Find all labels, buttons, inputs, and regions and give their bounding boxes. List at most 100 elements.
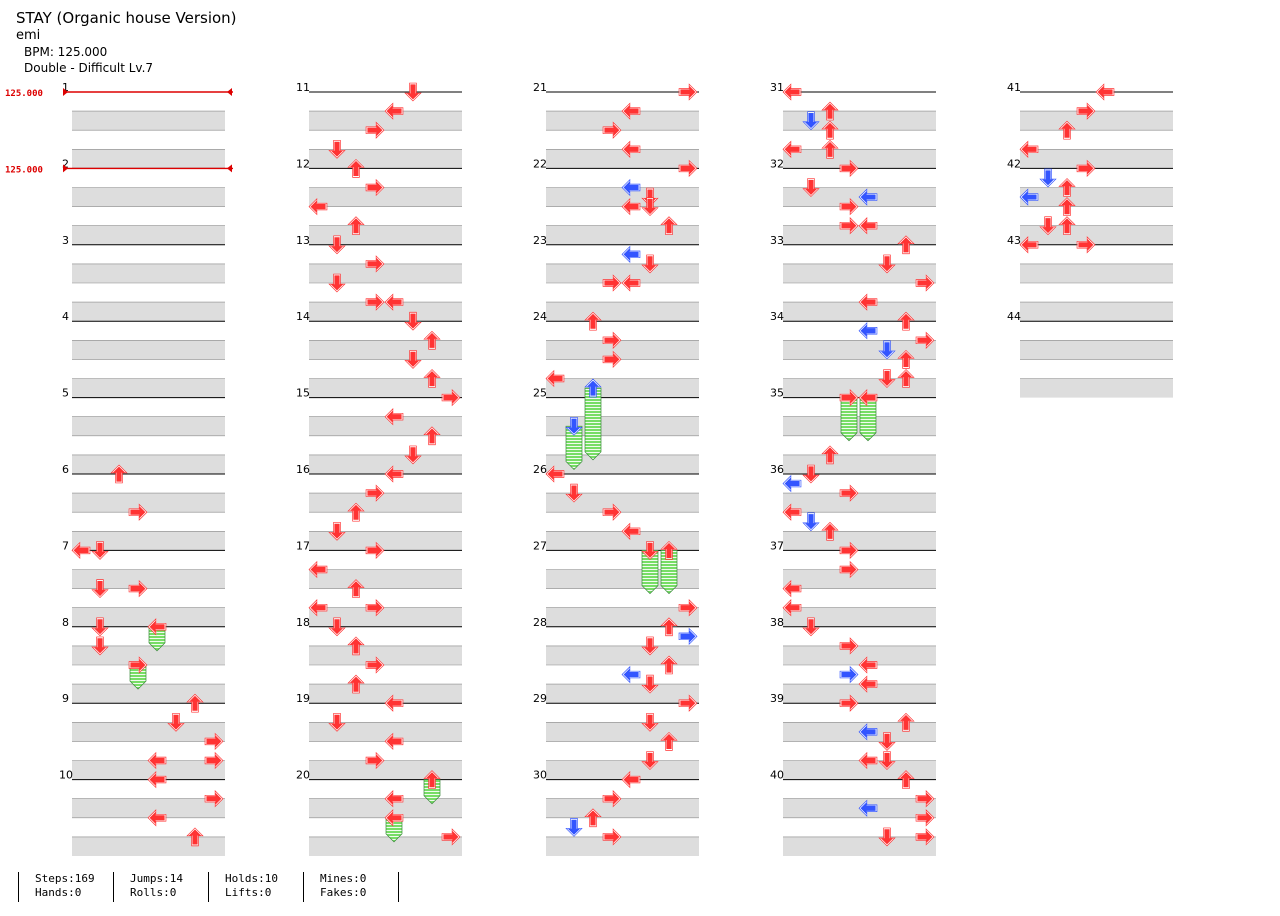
- arrow-up-icon: [347, 158, 365, 178]
- arrow-outline: [128, 656, 148, 674]
- measure-24: 24: [533, 310, 699, 398]
- stat-value: Holds:10: [225, 872, 278, 885]
- beat-stripe: [309, 531, 462, 551]
- notes-measure-36: [782, 464, 859, 541]
- arrow-right-icon: [128, 579, 148, 598]
- arrow-outline: [347, 502, 365, 522]
- arrow-up-icon: [821, 521, 839, 541]
- arrow-outline: [782, 474, 802, 493]
- arrow-left-icon: [782, 83, 802, 101]
- arrow-outline: [858, 656, 878, 674]
- arrow-outline: [204, 751, 224, 770]
- measure-1: 1: [62, 81, 225, 169]
- beat-stripe: [1020, 111, 1173, 131]
- notes-measure-10: [147, 770, 224, 847]
- arrow-right-icon: [602, 828, 622, 846]
- arrow-up-icon: [660, 731, 678, 751]
- arrow-shape: [859, 322, 877, 339]
- notes-measure-24: [545, 311, 622, 388]
- measure-number: 28: [533, 616, 547, 629]
- beat-stripe: [72, 798, 225, 818]
- arrow-down-icon: [641, 674, 659, 694]
- arrow-down-icon: [641, 751, 659, 770]
- arrow-outline: [365, 121, 385, 139]
- arrow-up-icon: [347, 636, 365, 656]
- arrow-up-icon: [584, 808, 602, 828]
- arrow-outline: [91, 617, 109, 637]
- arrow-up-icon: [423, 770, 441, 789]
- notes-measure-39: [839, 694, 915, 770]
- arrow-outline: [782, 599, 802, 617]
- arrow-outline: [565, 483, 583, 503]
- measure-25: 25: [533, 387, 699, 474]
- measure-number: 23: [533, 234, 547, 247]
- notes-measure-35: [821, 388, 878, 465]
- arrow-outline: [545, 369, 565, 388]
- arrow-down-icon: [878, 732, 896, 751]
- measure-number: 2: [62, 157, 69, 170]
- arrow-outline: [404, 82, 422, 102]
- arrow-right-icon: [441, 388, 461, 407]
- measure-number: 1: [62, 81, 69, 94]
- measure-number: 17: [296, 539, 310, 552]
- arrow-up-icon: [347, 502, 365, 522]
- arrow-right-icon: [915, 790, 935, 808]
- arrow-left-icon: [858, 675, 878, 693]
- arrow-down-icon: [328, 140, 346, 159]
- difficulty-info: Double - Difficult Lv.7: [24, 61, 154, 75]
- beat-stripe: [783, 263, 936, 283]
- measure-28: 28: [533, 616, 699, 704]
- measure-number: 33: [770, 234, 784, 247]
- arrow-right-icon: [839, 694, 859, 712]
- beat-stripe: [546, 493, 699, 513]
- arrow-left-icon: [308, 560, 328, 579]
- arrow-left-icon: [1095, 83, 1115, 101]
- arrow-left-icon: [782, 579, 802, 598]
- arrow-outline: [602, 331, 622, 349]
- arrow-outline: [365, 255, 385, 273]
- arrow-down-icon: [1039, 216, 1057, 236]
- beat-stripe: [1020, 149, 1173, 169]
- beat-stripe: [783, 645, 936, 665]
- arrow-left-icon: [621, 522, 641, 540]
- arrow-down-icon: [641, 197, 659, 217]
- arrow-outline: [897, 712, 915, 732]
- arrow-outline: [821, 120, 839, 140]
- arrow-shape: [803, 513, 819, 531]
- arrow-outline: [147, 618, 167, 636]
- arrow-outline: [602, 350, 622, 369]
- arrow-outline: [641, 713, 659, 732]
- measure-number: 27: [533, 539, 547, 552]
- arrow-right-icon: [128, 656, 148, 674]
- arrow-right-icon: [678, 159, 698, 178]
- arrow-right-icon: [365, 293, 385, 311]
- arrow-down-icon: [167, 713, 185, 732]
- stat-value: Lifts:0: [225, 886, 272, 899]
- arrow-down-icon: [1039, 168, 1057, 188]
- arrow-left-icon: [621, 197, 641, 216]
- arrow-down-icon: [328, 273, 346, 293]
- measure-7: 7: [62, 539, 225, 627]
- arrow-outline: [347, 216, 365, 235]
- arrow-outline: [641, 541, 659, 560]
- arrow-outline: [71, 541, 91, 560]
- arrow-outline: [678, 694, 698, 712]
- stat-box: Steps:169 Hands:0: [18, 872, 113, 902]
- arrow-outline: [858, 751, 878, 770]
- notes-measure-28: [621, 617, 698, 694]
- measure-14: 14: [296, 310, 462, 398]
- arrow-outline: [897, 235, 915, 255]
- arrow-up-icon: [347, 579, 365, 598]
- arrow-right-icon: [602, 121, 622, 139]
- arrow-outline: [384, 293, 404, 311]
- measure-number: 26: [533, 463, 547, 476]
- beat-stripe: [1020, 340, 1173, 360]
- arrow-right-icon: [365, 656, 385, 674]
- arrow-down-icon: [404, 445, 422, 465]
- beat-stripe: [1020, 263, 1173, 283]
- measure-15: 15: [296, 387, 462, 474]
- beat-stripe: [783, 378, 936, 398]
- notes-measure-22: [621, 159, 698, 235]
- beat-stripe: [546, 416, 699, 436]
- arrow-outline: [308, 560, 328, 579]
